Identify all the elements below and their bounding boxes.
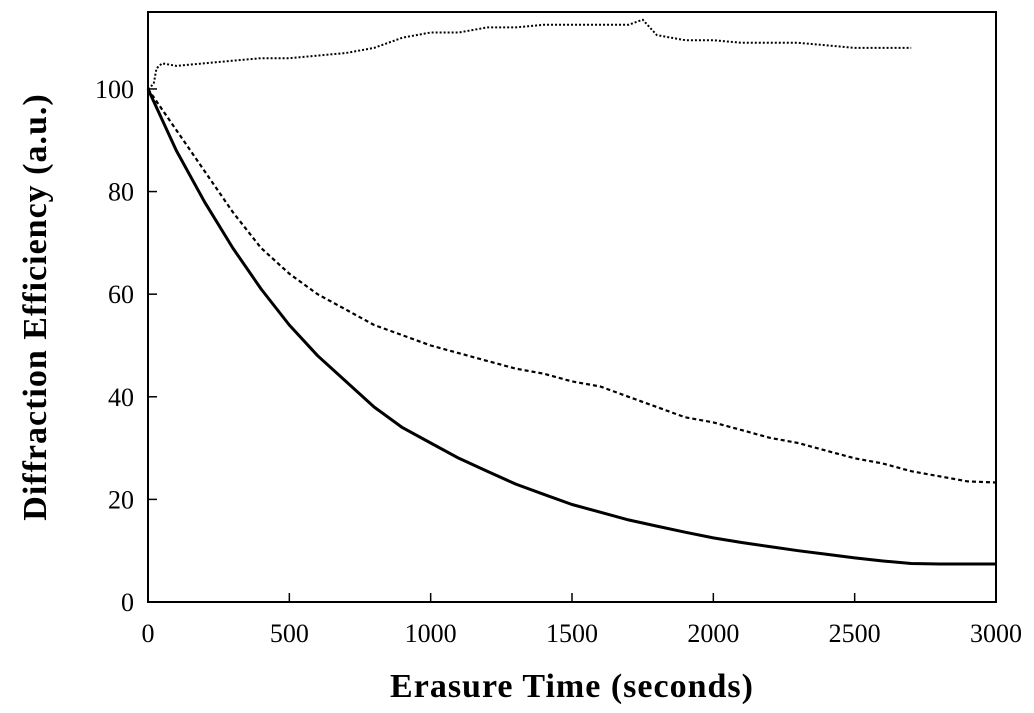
y-tick-label: 40 [108, 383, 134, 412]
series-line-dotted [147, 18, 912, 90]
x-axis-title: Erasure Time (seconds) [390, 668, 754, 705]
y-tick-label: 0 [121, 588, 134, 617]
x-tick-label: 1500 [546, 619, 598, 648]
series-line-solid [146, 88, 996, 566]
x-tick-label: 1000 [405, 619, 457, 648]
x-axis-ticks: 0 500 1000 1500 2000 2500 3000 [142, 593, 1022, 648]
series-layer [146, 18, 997, 566]
y-axis-title: Diffraction Efficiency (a.u.) [17, 93, 54, 520]
y-tick-label: 20 [108, 485, 134, 514]
y-axis-ticks: 0 20 40 60 80 100 [95, 75, 157, 617]
x-tick-label: 500 [270, 619, 309, 648]
x-tick-label: 2500 [829, 619, 881, 648]
y-tick-label: 60 [108, 280, 134, 309]
x-tick-label: 3000 [970, 619, 1022, 648]
series-line-dashed [147, 88, 997, 484]
y-tick-label: 80 [108, 178, 134, 207]
x-tick-label: 0 [142, 619, 155, 648]
x-tick-label: 2000 [687, 619, 739, 648]
y-tick-label: 100 [95, 75, 134, 104]
